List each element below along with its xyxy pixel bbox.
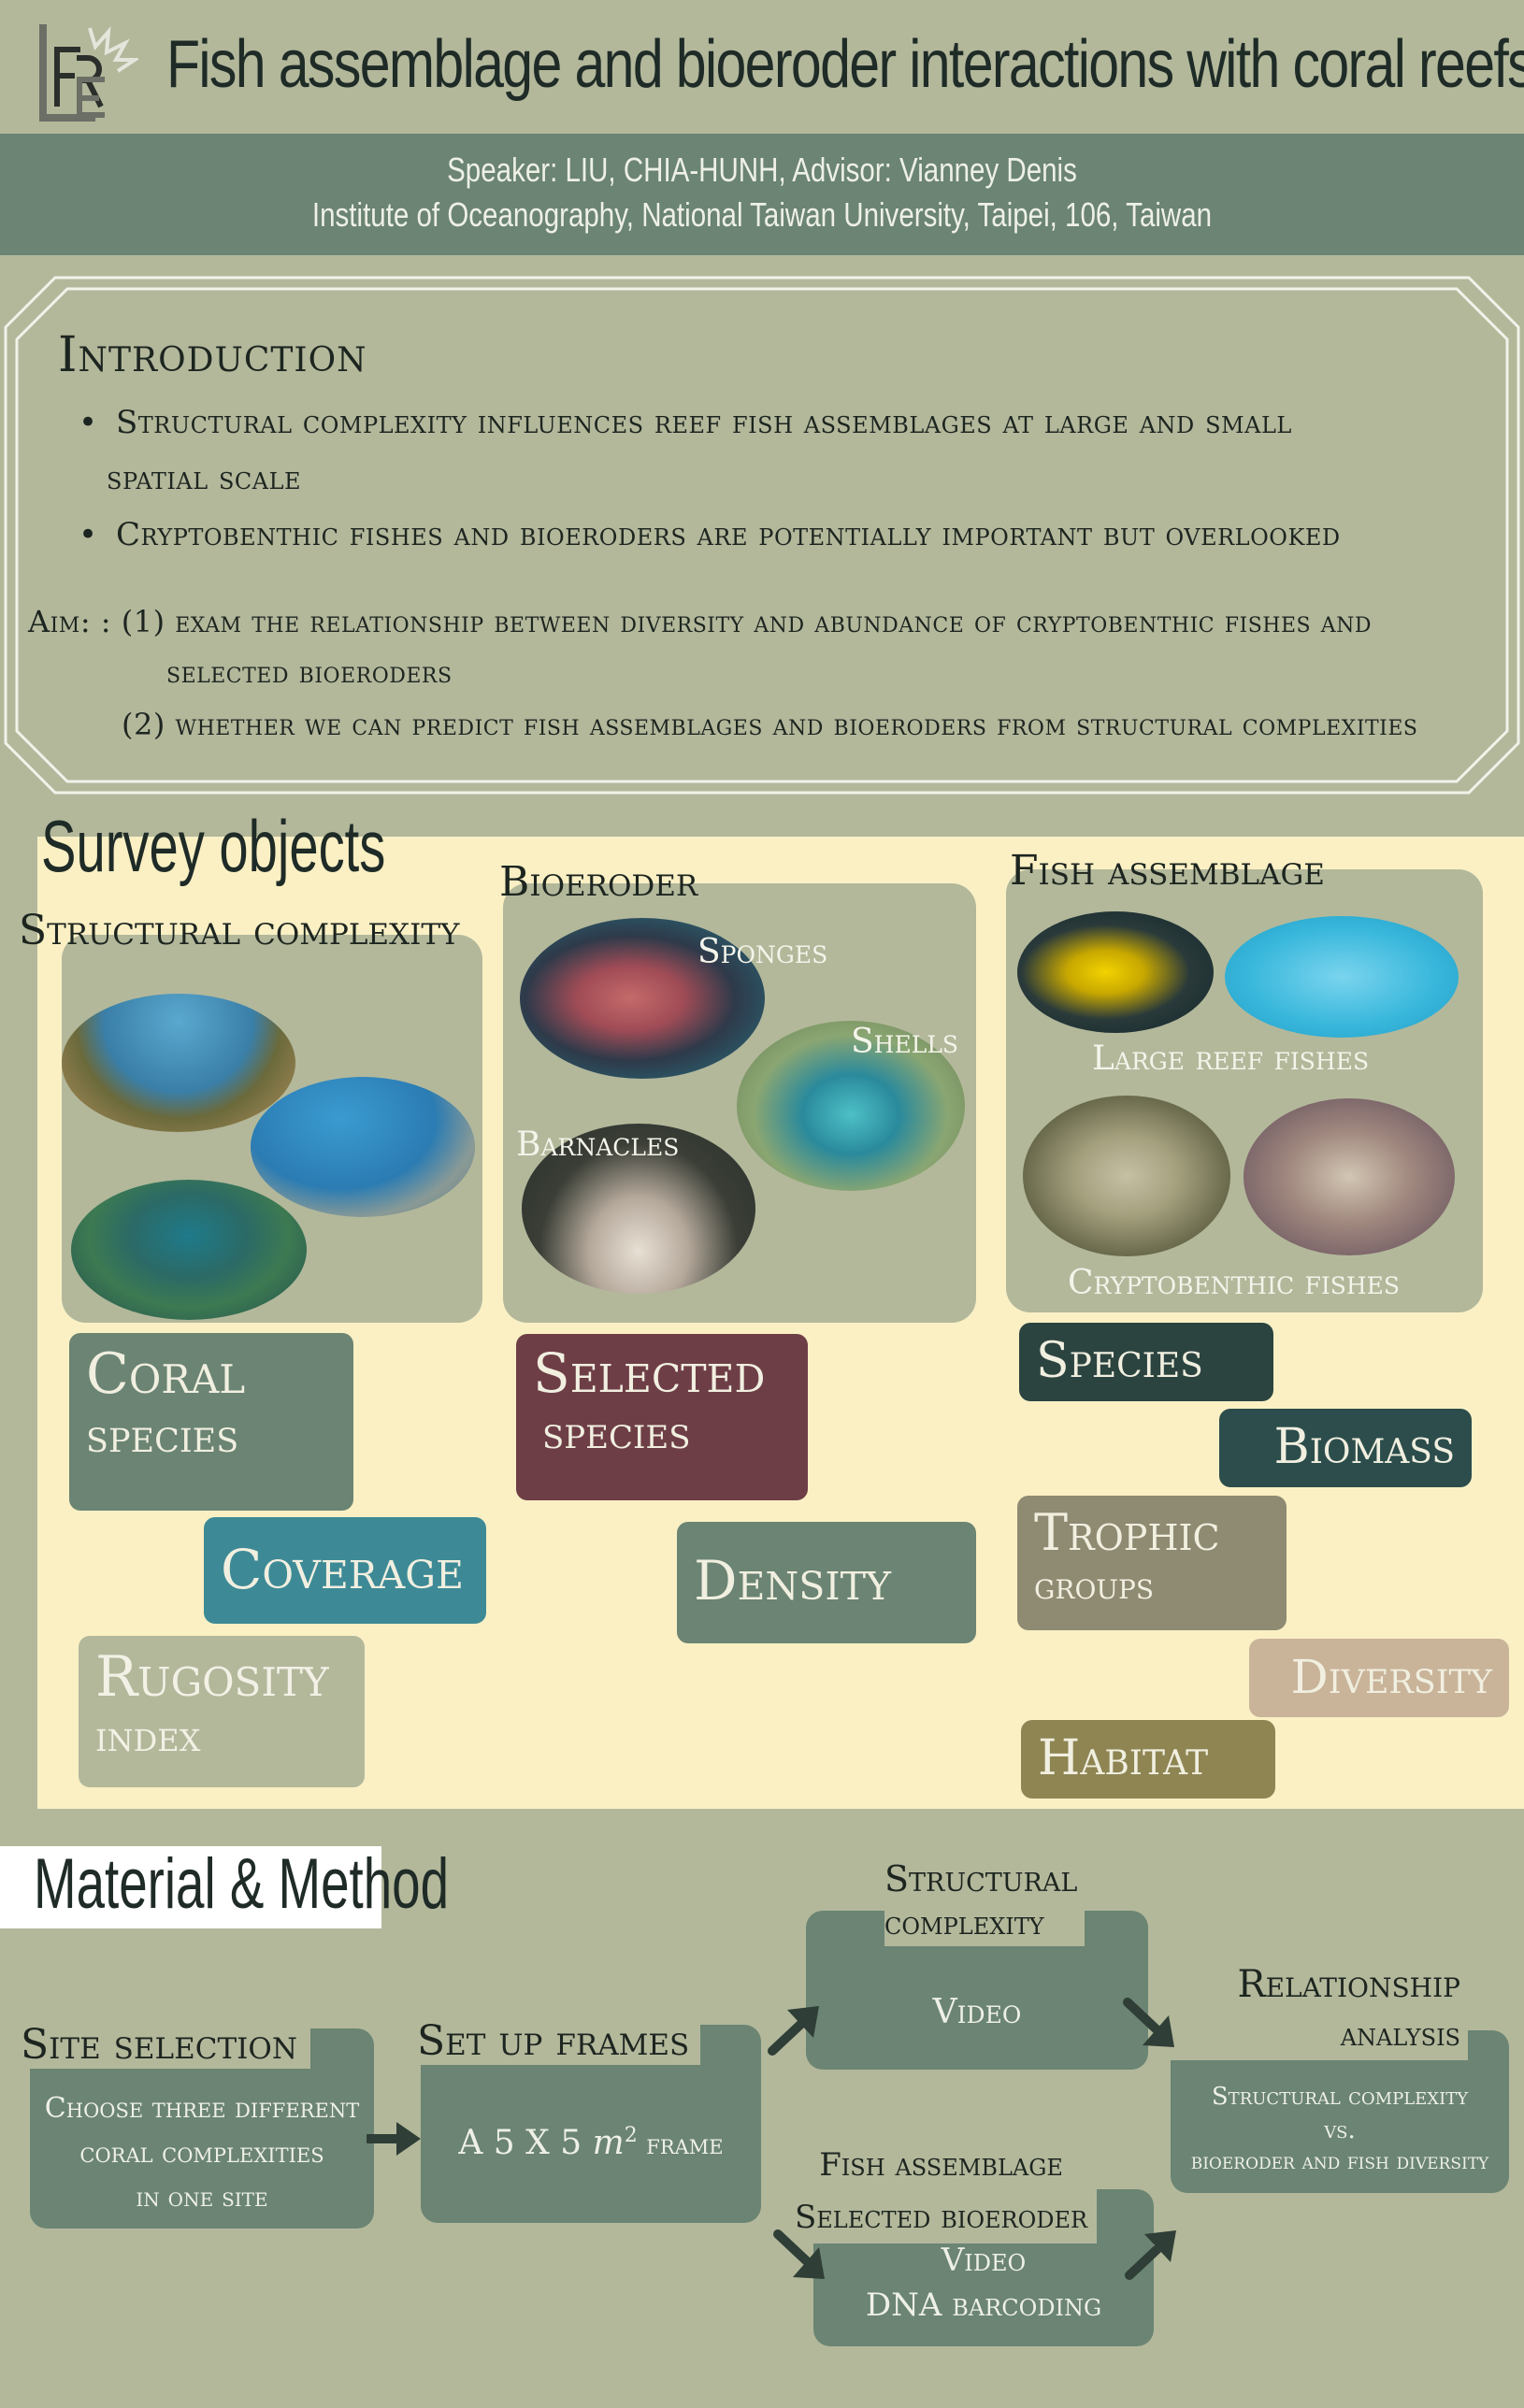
- site-text-2: coral complexities: [79, 2137, 324, 2170]
- speaker-line: Speaker: LIU, CHIA-HUNH, Advisor: Vianne…: [447, 150, 1077, 189]
- density-tag: Density: [677, 1522, 976, 1643]
- shell-photo: [737, 1021, 965, 1191]
- coral-label: Coral: [86, 1341, 246, 1407]
- reef-fish-school-photo: [1225, 916, 1459, 1038]
- fish-bioeroder-heading: Fish assemblage Selected bioeroder: [795, 2139, 1098, 2243]
- rel-text-2: vs.: [1324, 2116, 1356, 2144]
- coral-species-tag: Coral species: [69, 1333, 353, 1511]
- selected-label: Selected: [533, 1341, 766, 1405]
- fish-video-text: Video: [941, 2242, 1027, 2279]
- bullet-dot: •: [79, 516, 98, 553]
- sponges-label: Sponges: [697, 933, 828, 971]
- aim-line-1: Aim: : (1) exam the relationship between…: [28, 604, 1373, 639]
- rel-text-1: Structural complexity: [1211, 2083, 1469, 2111]
- fish-heading: Fish assemblage: [1010, 847, 1325, 895]
- barnacle-photo: [522, 1124, 755, 1294]
- reef-photo-2: [251, 1077, 475, 1217]
- groups-label: groups: [1034, 1564, 1155, 1608]
- poster-title: Fish assemblage and bioeroder interactio…: [166, 27, 1524, 102]
- arrow-up-right-icon: [1125, 2230, 1176, 2280]
- frames-unit: m: [592, 2124, 625, 2162]
- institute-line: Institute of Oceanography, National Taiw…: [311, 195, 1213, 234]
- site-text-3: in one site: [136, 2182, 268, 2213]
- struct-heading-2: complexity: [884, 1905, 1044, 1942]
- frames-size: A 5 X 5: [458, 2124, 593, 2162]
- method-heading-bg: [0, 1846, 381, 1928]
- frames-heading: Set up frames: [417, 2017, 701, 2065]
- site-text-1: Choose three different: [44, 2092, 360, 2125]
- cryptobenthic-fishes-label: Cryptobenthic fishes: [1068, 1264, 1401, 1302]
- bioeroder-heading: Bioeroder: [499, 858, 698, 906]
- goby-photo-2: [1244, 1098, 1455, 1255]
- coverage-tag: Coverage: [204, 1517, 486, 1624]
- arrow-down-right-icon: [773, 2229, 825, 2279]
- arrow-down-right-icon: [1123, 1998, 1174, 2047]
- fish-heading-2: Selected bioeroder: [795, 2199, 1088, 2236]
- frames-text: A 5 X 5 m2 frame: [421, 2124, 761, 2162]
- structural-heading: Structural complexity: [19, 907, 460, 954]
- trophic-groups-tag: Trophic groups: [1017, 1496, 1287, 1630]
- trophic-label: Trophic: [1034, 1503, 1220, 1562]
- goby-photo-1: [1023, 1096, 1230, 1256]
- intro-bullet-1: Structural complexity influences reef fi…: [116, 404, 1292, 441]
- introduction-frame: [4, 276, 1520, 795]
- selected-species-tag: Selected species: [516, 1334, 808, 1500]
- frames-exponent: 2: [624, 2124, 638, 2147]
- struct-heading: Structural complexity: [884, 1856, 1085, 1946]
- site-selection-heading: Site selection: [21, 2021, 310, 2069]
- diversity-tag: Diversity: [1249, 1639, 1509, 1717]
- rel-heading-1: Relationship: [1237, 1963, 1460, 2006]
- relationship-heading: Relationship analysis: [1169, 1959, 1468, 2060]
- struct-heading-1: Structural: [884, 1858, 1078, 1899]
- struct-video-text: Video: [932, 1993, 1022, 2031]
- method-heading: Material & Method: [34, 1844, 450, 1924]
- survey-heading: Survey objects: [41, 805, 386, 887]
- introduction-heading: Introduction: [58, 327, 367, 383]
- species-tag: Species: [1019, 1323, 1273, 1401]
- index-label: index: [95, 1711, 201, 1761]
- reef-photo-1: [62, 994, 295, 1132]
- rel-heading-2: analysis: [1340, 2016, 1460, 2054]
- aim-line-3: (2) whether we can predict fish assembla…: [122, 707, 1418, 742]
- dna-barcoding-text: DNA barcoding: [865, 2286, 1102, 2324]
- frames-word: frame: [637, 2128, 724, 2161]
- sponge-photo: [520, 918, 765, 1079]
- arrow-right-icon: [367, 2122, 421, 2156]
- large-reef-fishes-label: Large reef fishes: [1092, 1039, 1370, 1078]
- rugosity-label: Rugosity: [95, 1644, 329, 1710]
- aim-line-2: selected bioeroders: [166, 654, 453, 690]
- butterflyfish-photo: [1017, 911, 1214, 1033]
- reef-photo-3: [71, 1180, 307, 1320]
- fish-heading-1: Fish assemblage: [819, 2146, 1063, 2184]
- intro-bullet-2: Cryptobenthic fishes and bioeroders are …: [116, 516, 1341, 553]
- barnacles-label: Barnacles: [516, 1125, 680, 1164]
- species-label: species: [86, 1409, 239, 1463]
- author-band: Speaker: LIU, CHIA-HUNH, Advisor: Vianne…: [0, 134, 1524, 255]
- rel-text-3: bioeroder and fish diversity: [1190, 2148, 1489, 2174]
- lab-logo: [39, 24, 138, 122]
- arrow-up-right-icon: [768, 2006, 819, 2056]
- bullet-dot: •: [79, 404, 98, 441]
- intro-bullet-1-cont: spatial scale: [107, 460, 302, 497]
- species-label: species: [542, 1406, 691, 1459]
- shells-label: Shells: [851, 1023, 959, 1061]
- rugosity-index-tag: Rugosity index: [79, 1636, 365, 1787]
- biomass-tag: Biomass: [1219, 1409, 1472, 1487]
- habitat-tag: Habitat: [1021, 1720, 1275, 1799]
